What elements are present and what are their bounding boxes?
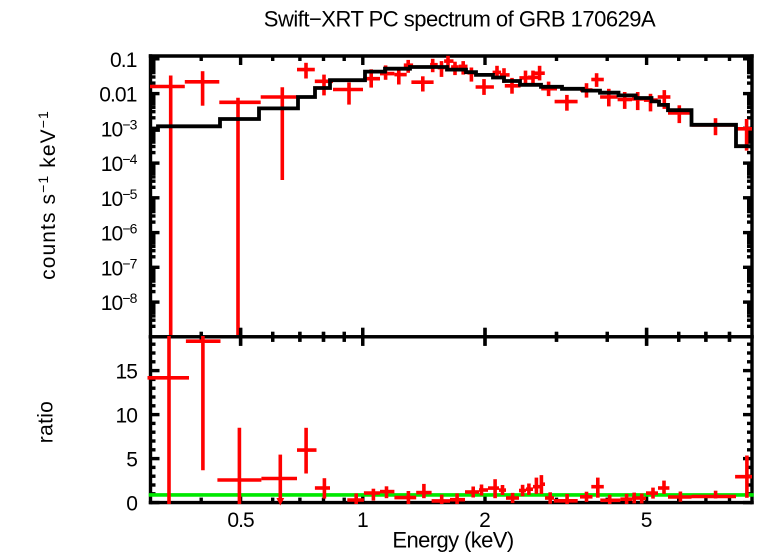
svg-text:1: 1 [357, 509, 369, 532]
svg-text:15: 15 [115, 361, 137, 384]
svg-text:10−6: 10−6 [101, 221, 138, 246]
svg-text:Swift−XRT PC spectrum of GRB 1: Swift−XRT PC spectrum of GRB 170629A [264, 7, 656, 32]
svg-text:ratio: ratio [35, 401, 58, 443]
svg-text:0.01: 0.01 [99, 84, 136, 107]
svg-text:5: 5 [126, 449, 137, 472]
svg-text:10−5: 10−5 [101, 186, 138, 211]
svg-text:0.5: 0.5 [227, 509, 254, 532]
svg-text:2: 2 [479, 509, 491, 532]
svg-text:10−7: 10−7 [101, 255, 138, 280]
svg-text:0.1: 0.1 [110, 49, 137, 72]
svg-text:0: 0 [126, 493, 137, 516]
svg-text:counts s−1 keV−1: counts s−1 keV−1 [35, 110, 60, 280]
svg-text:10: 10 [115, 405, 137, 428]
svg-text:10−3: 10−3 [101, 116, 138, 141]
svg-text:Energy (keV): Energy (keV) [392, 528, 513, 553]
svg-text:5: 5 [641, 509, 653, 532]
svg-text:10−8: 10−8 [101, 290, 138, 315]
svg-text:10−4: 10−4 [101, 151, 138, 176]
